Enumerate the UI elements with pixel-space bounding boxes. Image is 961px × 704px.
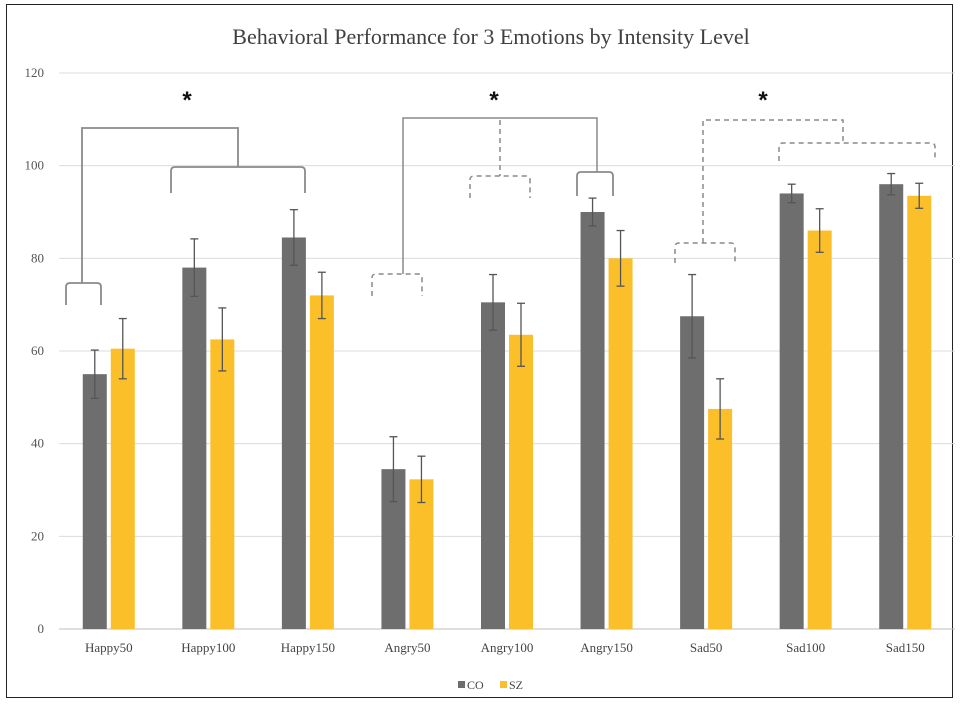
bars bbox=[82, 184, 932, 630]
y-tick-label: 100 bbox=[25, 158, 45, 173]
x-category-label: Sad100 bbox=[786, 640, 825, 655]
x-category-label: Happy50 bbox=[85, 640, 133, 655]
y-tick-label: 0 bbox=[38, 621, 45, 636]
error-bar-SZ-Angry100 bbox=[517, 302, 525, 367]
x-axis-categories: Happy50 Happy100 Happy150 Angry50 Angry100 An… bbox=[85, 640, 925, 655]
bracket-sad-connector bbox=[702, 119, 844, 243]
gridlines bbox=[59, 72, 955, 630]
error-bar-CO-Angry50 bbox=[389, 436, 398, 503]
legend-swatch-SZ bbox=[500, 681, 507, 688]
y-tick-label: 40 bbox=[31, 436, 44, 451]
bracket-happy100-150 bbox=[170, 166, 306, 193]
legend-swatch-CO bbox=[458, 681, 465, 688]
bar-SZ-Sad150 bbox=[907, 195, 932, 630]
bar-SZ-Angry100 bbox=[509, 334, 533, 629]
bar-CO-Angry100 bbox=[481, 302, 505, 629]
bar-SZ-Happy150 bbox=[309, 295, 334, 629]
x-category-label: Happy100 bbox=[181, 640, 235, 655]
error-bar-SZ-Angry50 bbox=[417, 455, 426, 504]
error-bar-CO-Angry150 bbox=[588, 197, 597, 227]
x-category-label: Angry150 bbox=[580, 640, 633, 655]
bar-SZ-Happy100 bbox=[210, 339, 235, 629]
legend-label-CO: CO bbox=[467, 678, 484, 692]
error-bar-SZ-Happy150 bbox=[317, 271, 326, 320]
x-category-label: Happy150 bbox=[281, 640, 335, 655]
bar-CO-Angry150 bbox=[580, 212, 605, 629]
y-tick-label: 80 bbox=[31, 250, 44, 265]
significance-brackets: * * * bbox=[65, 87, 936, 305]
bracket-angry100 bbox=[469, 175, 531, 198]
bracket-angry50 bbox=[371, 273, 423, 296]
bar-SZ-Sad100 bbox=[807, 230, 832, 630]
legend-label-SZ: SZ bbox=[509, 678, 523, 692]
y-tick-label: 20 bbox=[31, 528, 44, 543]
bar-CO-Happy150 bbox=[281, 237, 306, 629]
error-bar-SZ-Sad50 bbox=[716, 378, 725, 440]
bar-CO-Happy100 bbox=[182, 267, 207, 629]
bracket-happy-connector bbox=[81, 127, 239, 283]
y-tick-label: 120 bbox=[25, 65, 45, 80]
significance-star: * bbox=[758, 87, 768, 114]
y-tick-label: 60 bbox=[31, 343, 44, 358]
bar-SZ-Angry150 bbox=[608, 258, 633, 629]
error-bar-CO-Sad50 bbox=[688, 273, 697, 359]
y-axis-ticks: 0 20 40 60 80 100 120 bbox=[25, 65, 45, 636]
legend: CO SZ bbox=[458, 678, 523, 692]
bar-CO-Sad150 bbox=[879, 184, 904, 629]
error-bar-SZ-Happy50 bbox=[118, 317, 127, 380]
error-bar-CO-Happy150 bbox=[289, 209, 298, 266]
error-bar-CO-Angry100 bbox=[489, 273, 497, 331]
error-bar-CO-Sad150 bbox=[887, 172, 896, 196]
error-bar-SZ-Sad100 bbox=[815, 208, 824, 253]
error-bars bbox=[90, 172, 924, 504]
bar-CO-Sad50 bbox=[680, 316, 705, 629]
bar-CO-Happy50 bbox=[82, 374, 107, 629]
bracket-angry150 bbox=[576, 171, 614, 196]
x-category-label: Angry100 bbox=[481, 640, 534, 655]
bracket-angry-connector bbox=[402, 117, 598, 274]
error-bar-SZ-Happy100 bbox=[218, 307, 227, 372]
x-category-label: Angry50 bbox=[384, 640, 430, 655]
error-bar-CO-Happy100 bbox=[190, 238, 199, 297]
error-bar-SZ-Sad150 bbox=[915, 182, 924, 209]
x-category-label: Sad150 bbox=[886, 640, 925, 655]
bar-CO-Sad100 bbox=[779, 193, 804, 629]
error-bar-CO-Sad100 bbox=[787, 183, 796, 204]
bar-SZ-Angry50 bbox=[409, 479, 434, 629]
x-category-label: Sad50 bbox=[690, 640, 723, 655]
significance-star: * bbox=[489, 87, 499, 114]
error-bar-CO-Happy50 bbox=[90, 349, 99, 399]
significance-star: * bbox=[182, 87, 192, 114]
bracket-sad50 bbox=[674, 242, 736, 263]
bracket-sad100-150 bbox=[778, 142, 936, 161]
error-bar-SZ-Angry150 bbox=[616, 229, 625, 287]
chart-title: Behavioral Performance for 3 Emotions by… bbox=[232, 24, 749, 49]
bracket-happy50 bbox=[65, 282, 102, 305]
bar-SZ-Sad50 bbox=[708, 408, 733, 629]
bar-SZ-Happy50 bbox=[110, 348, 135, 629]
